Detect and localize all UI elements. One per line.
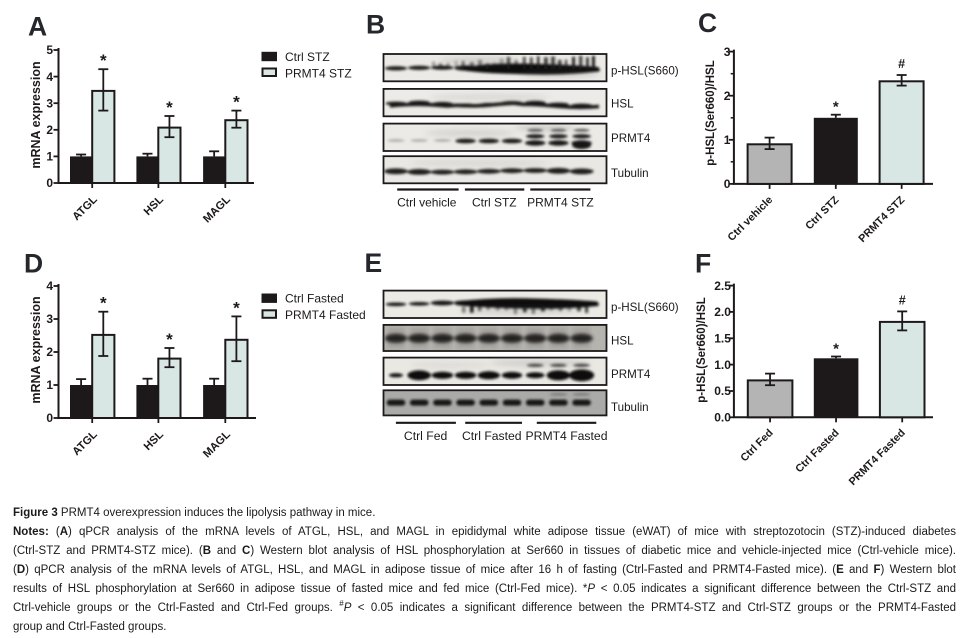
svg-text:5: 5 (46, 43, 53, 57)
svg-text:Tubulin: Tubulin (611, 401, 649, 414)
svg-text:2: 2 (46, 345, 53, 359)
svg-text:p-HSL(Ser660)/HSL: p-HSL(Ser660)/HSL (705, 60, 717, 165)
svg-text:E: E (365, 248, 383, 278)
svg-text:Ctrl vehicle: Ctrl vehicle (397, 196, 457, 210)
svg-text:2.0: 2.0 (714, 305, 731, 319)
svg-text:1: 1 (46, 150, 53, 164)
svg-text:B: B (366, 10, 385, 40)
svg-text:PRMT4 STZ: PRMT4 STZ (527, 196, 594, 210)
svg-text:*: * (233, 93, 240, 112)
svg-text:1.0: 1.0 (714, 358, 731, 372)
svg-text:Tubulin: Tubulin (611, 167, 649, 180)
svg-text:C: C (698, 8, 717, 38)
svg-text:p-HSL(Ser660)/HSL: p-HSL(Ser660)/HSL (696, 297, 708, 402)
svg-text:3: 3 (46, 96, 53, 110)
svg-text:*: * (833, 99, 839, 116)
svg-text:1: 1 (46, 378, 53, 392)
svg-text:PRMT4 Fasted: PRMT4 Fasted (526, 429, 608, 443)
svg-text:A: A (28, 12, 47, 42)
svg-text:PRMT4: PRMT4 (611, 368, 651, 381)
svg-text:0: 0 (46, 176, 53, 190)
svg-text:3: 3 (724, 45, 731, 59)
svg-text:PRMT4: PRMT4 (611, 132, 651, 145)
svg-text:0.5: 0.5 (714, 384, 731, 398)
svg-text:0.0: 0.0 (714, 411, 731, 425)
svg-text:mRNA expression: mRNA expression (29, 61, 43, 168)
svg-text:*: * (233, 298, 240, 317)
svg-text:*: * (166, 330, 173, 349)
svg-text:*: * (833, 340, 839, 357)
svg-text:0: 0 (46, 411, 53, 425)
svg-text:p-HSL(S660): p-HSL(S660) (611, 301, 679, 314)
svg-text:p-HSL(S660): p-HSL(S660) (611, 64, 679, 77)
svg-text:*: * (100, 294, 107, 313)
svg-text:PRMT4 STZ: PRMT4 STZ (285, 66, 352, 80)
svg-text:3: 3 (46, 312, 53, 326)
svg-text:2.5: 2.5 (714, 279, 731, 293)
svg-text:*: * (100, 51, 107, 70)
svg-text:Ctrl STZ: Ctrl STZ (285, 50, 330, 64)
svg-text:HSL: HSL (611, 98, 634, 111)
svg-text:#: # (898, 57, 905, 71)
svg-text:HSL: HSL (611, 334, 634, 347)
svg-text:Ctrl Fasted: Ctrl Fasted (285, 292, 344, 306)
svg-text:0: 0 (724, 177, 731, 191)
svg-text:Ctrl Fed: Ctrl Fed (404, 429, 447, 443)
svg-text:2: 2 (724, 89, 731, 103)
svg-text:F: F (695, 249, 711, 279)
svg-text:D: D (24, 249, 43, 279)
svg-text:4: 4 (46, 70, 53, 84)
svg-text:1.5: 1.5 (714, 332, 731, 346)
svg-text:2: 2 (46, 123, 53, 137)
svg-text:Ctrl Fasted: Ctrl Fasted (462, 429, 522, 443)
svg-text:1: 1 (724, 133, 731, 147)
svg-text:#: # (899, 293, 906, 307)
svg-text:mRNA expression: mRNA expression (29, 296, 43, 403)
svg-text:PRMT4 Fasted: PRMT4 Fasted (285, 308, 366, 322)
svg-text:4: 4 (46, 279, 53, 293)
svg-text:*: * (166, 98, 173, 117)
svg-text:Ctrl STZ: Ctrl STZ (472, 196, 517, 210)
